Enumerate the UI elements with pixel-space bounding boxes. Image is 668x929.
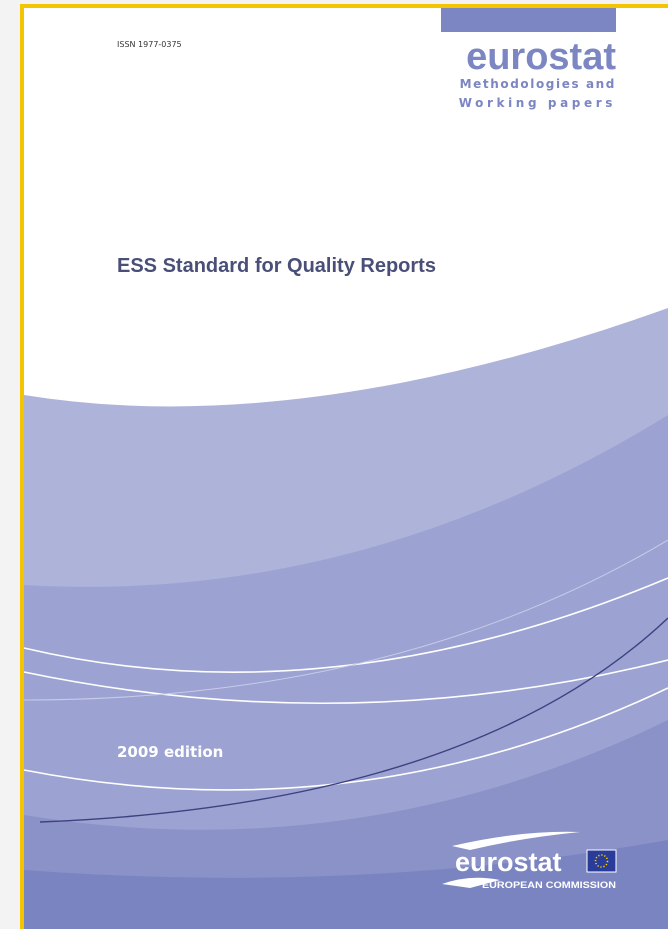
footer-org: EUROPEAN COMMISSION bbox=[482, 880, 616, 890]
header-bar bbox=[441, 8, 616, 32]
page: ISSN 1977-0375 eurostat Methodologies an… bbox=[0, 0, 668, 929]
series-name: Methodologies and bbox=[460, 77, 616, 91]
series-name: Working papers bbox=[459, 96, 616, 110]
footer-brand: eurostat bbox=[455, 847, 562, 877]
issn: ISSN 1977-0375 bbox=[117, 40, 182, 49]
edition: 2009 edition bbox=[117, 743, 223, 761]
document-title: ESS Standard for Quality Reports bbox=[117, 255, 436, 277]
brand: eurostat bbox=[466, 36, 616, 78]
cover: ISSN 1977-0375 eurostat Methodologies an… bbox=[0, 0, 668, 929]
eu-flag bbox=[587, 850, 616, 872]
